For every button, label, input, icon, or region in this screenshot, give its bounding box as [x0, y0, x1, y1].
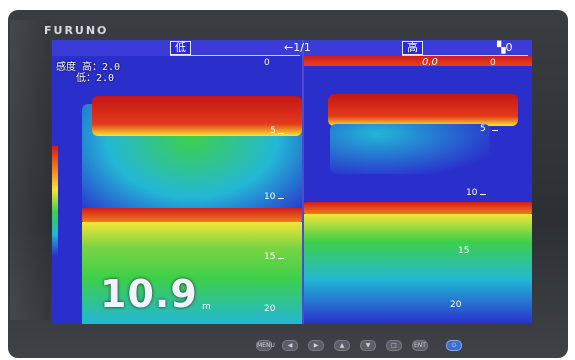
right-arrow-button[interactable]: ▶	[308, 340, 324, 351]
echo-school-strong	[92, 96, 302, 136]
gain-low-line: 低：2.0	[56, 73, 115, 84]
enter-button[interactable]: ENT	[412, 340, 428, 351]
bezel-reflection	[10, 20, 50, 320]
up-arrow-icon: ▲	[339, 342, 345, 349]
high-frequency-label: 高	[402, 41, 423, 55]
power-button[interactable]: ⏻	[446, 340, 462, 351]
depth-unit: m	[202, 302, 211, 312]
power-icon: ⏻	[451, 342, 457, 349]
low-frequency-label: 低	[170, 41, 191, 55]
right-scale-label-10: 10	[466, 188, 478, 198]
echo-weak-trail	[330, 124, 490, 174]
right-scale-label-5: 5	[480, 124, 486, 134]
bottom-line	[82, 208, 302, 222]
sounder-screen: 低 ←1/1 高 ▚0 感度 高：2.0 低：2.0 0.0 0	[52, 40, 532, 324]
right-scale-tick	[492, 130, 498, 131]
gain-high-line: 感度 高：2.0	[56, 62, 121, 73]
left-scale-tick	[278, 133, 284, 134]
mode-icon: □	[391, 342, 397, 349]
down-arrow-button[interactable]: ▼	[360, 340, 376, 351]
left-arrow-button[interactable]: ◀	[282, 340, 298, 351]
right-scale-label-20: 20	[450, 300, 462, 310]
left-arrow-icon: ◀	[287, 342, 293, 349]
mode-button[interactable]: □	[386, 340, 402, 351]
up-arrow-button[interactable]: ▲	[334, 340, 350, 351]
bottom-line	[304, 202, 532, 214]
down-arrow-icon: ▼	[365, 342, 371, 349]
right-scale-label-15: 15	[458, 246, 470, 256]
left-scale-label-0: 0	[264, 58, 270, 68]
left-scale-label-15: 15	[264, 252, 276, 262]
left-scale-label-10: 10	[264, 192, 276, 202]
mode-indicator-icon: ▚0	[497, 41, 513, 54]
bottom-return	[304, 214, 532, 324]
menu-button-label: MENU	[257, 342, 275, 349]
left-scale-tick	[278, 198, 284, 199]
depth-readout: 10.9	[100, 272, 198, 316]
surface-noise-strong	[304, 56, 532, 66]
low-frequency-echogram	[52, 56, 302, 324]
brand-logo: FURUNO	[44, 24, 109, 37]
right-arrow-icon: ▶	[313, 342, 319, 349]
right-scale-label-0: 0	[490, 58, 496, 68]
range-readout: 0.0	[422, 57, 438, 68]
echo-school-strong	[328, 94, 518, 126]
high-frequency-echogram	[304, 56, 532, 324]
left-scale-label-5: 5	[270, 126, 276, 136]
right-scale-tick	[480, 194, 486, 195]
enter-button-label: ENT	[414, 342, 426, 349]
page-indicator: ←1/1	[284, 41, 311, 54]
bottom-return	[82, 222, 302, 324]
left-scale-label-20: 20	[264, 304, 276, 314]
menu-button[interactable]: MENU	[256, 340, 275, 351]
color-scale-bar	[52, 146, 58, 256]
left-scale-tick	[278, 258, 284, 259]
front-panel-buttons: MENU ◀ ▶ ▲ ▼ □ ENT ⏻	[250, 336, 500, 356]
gain-readout: 感度 高：2.0 低：2.0	[56, 62, 120, 84]
